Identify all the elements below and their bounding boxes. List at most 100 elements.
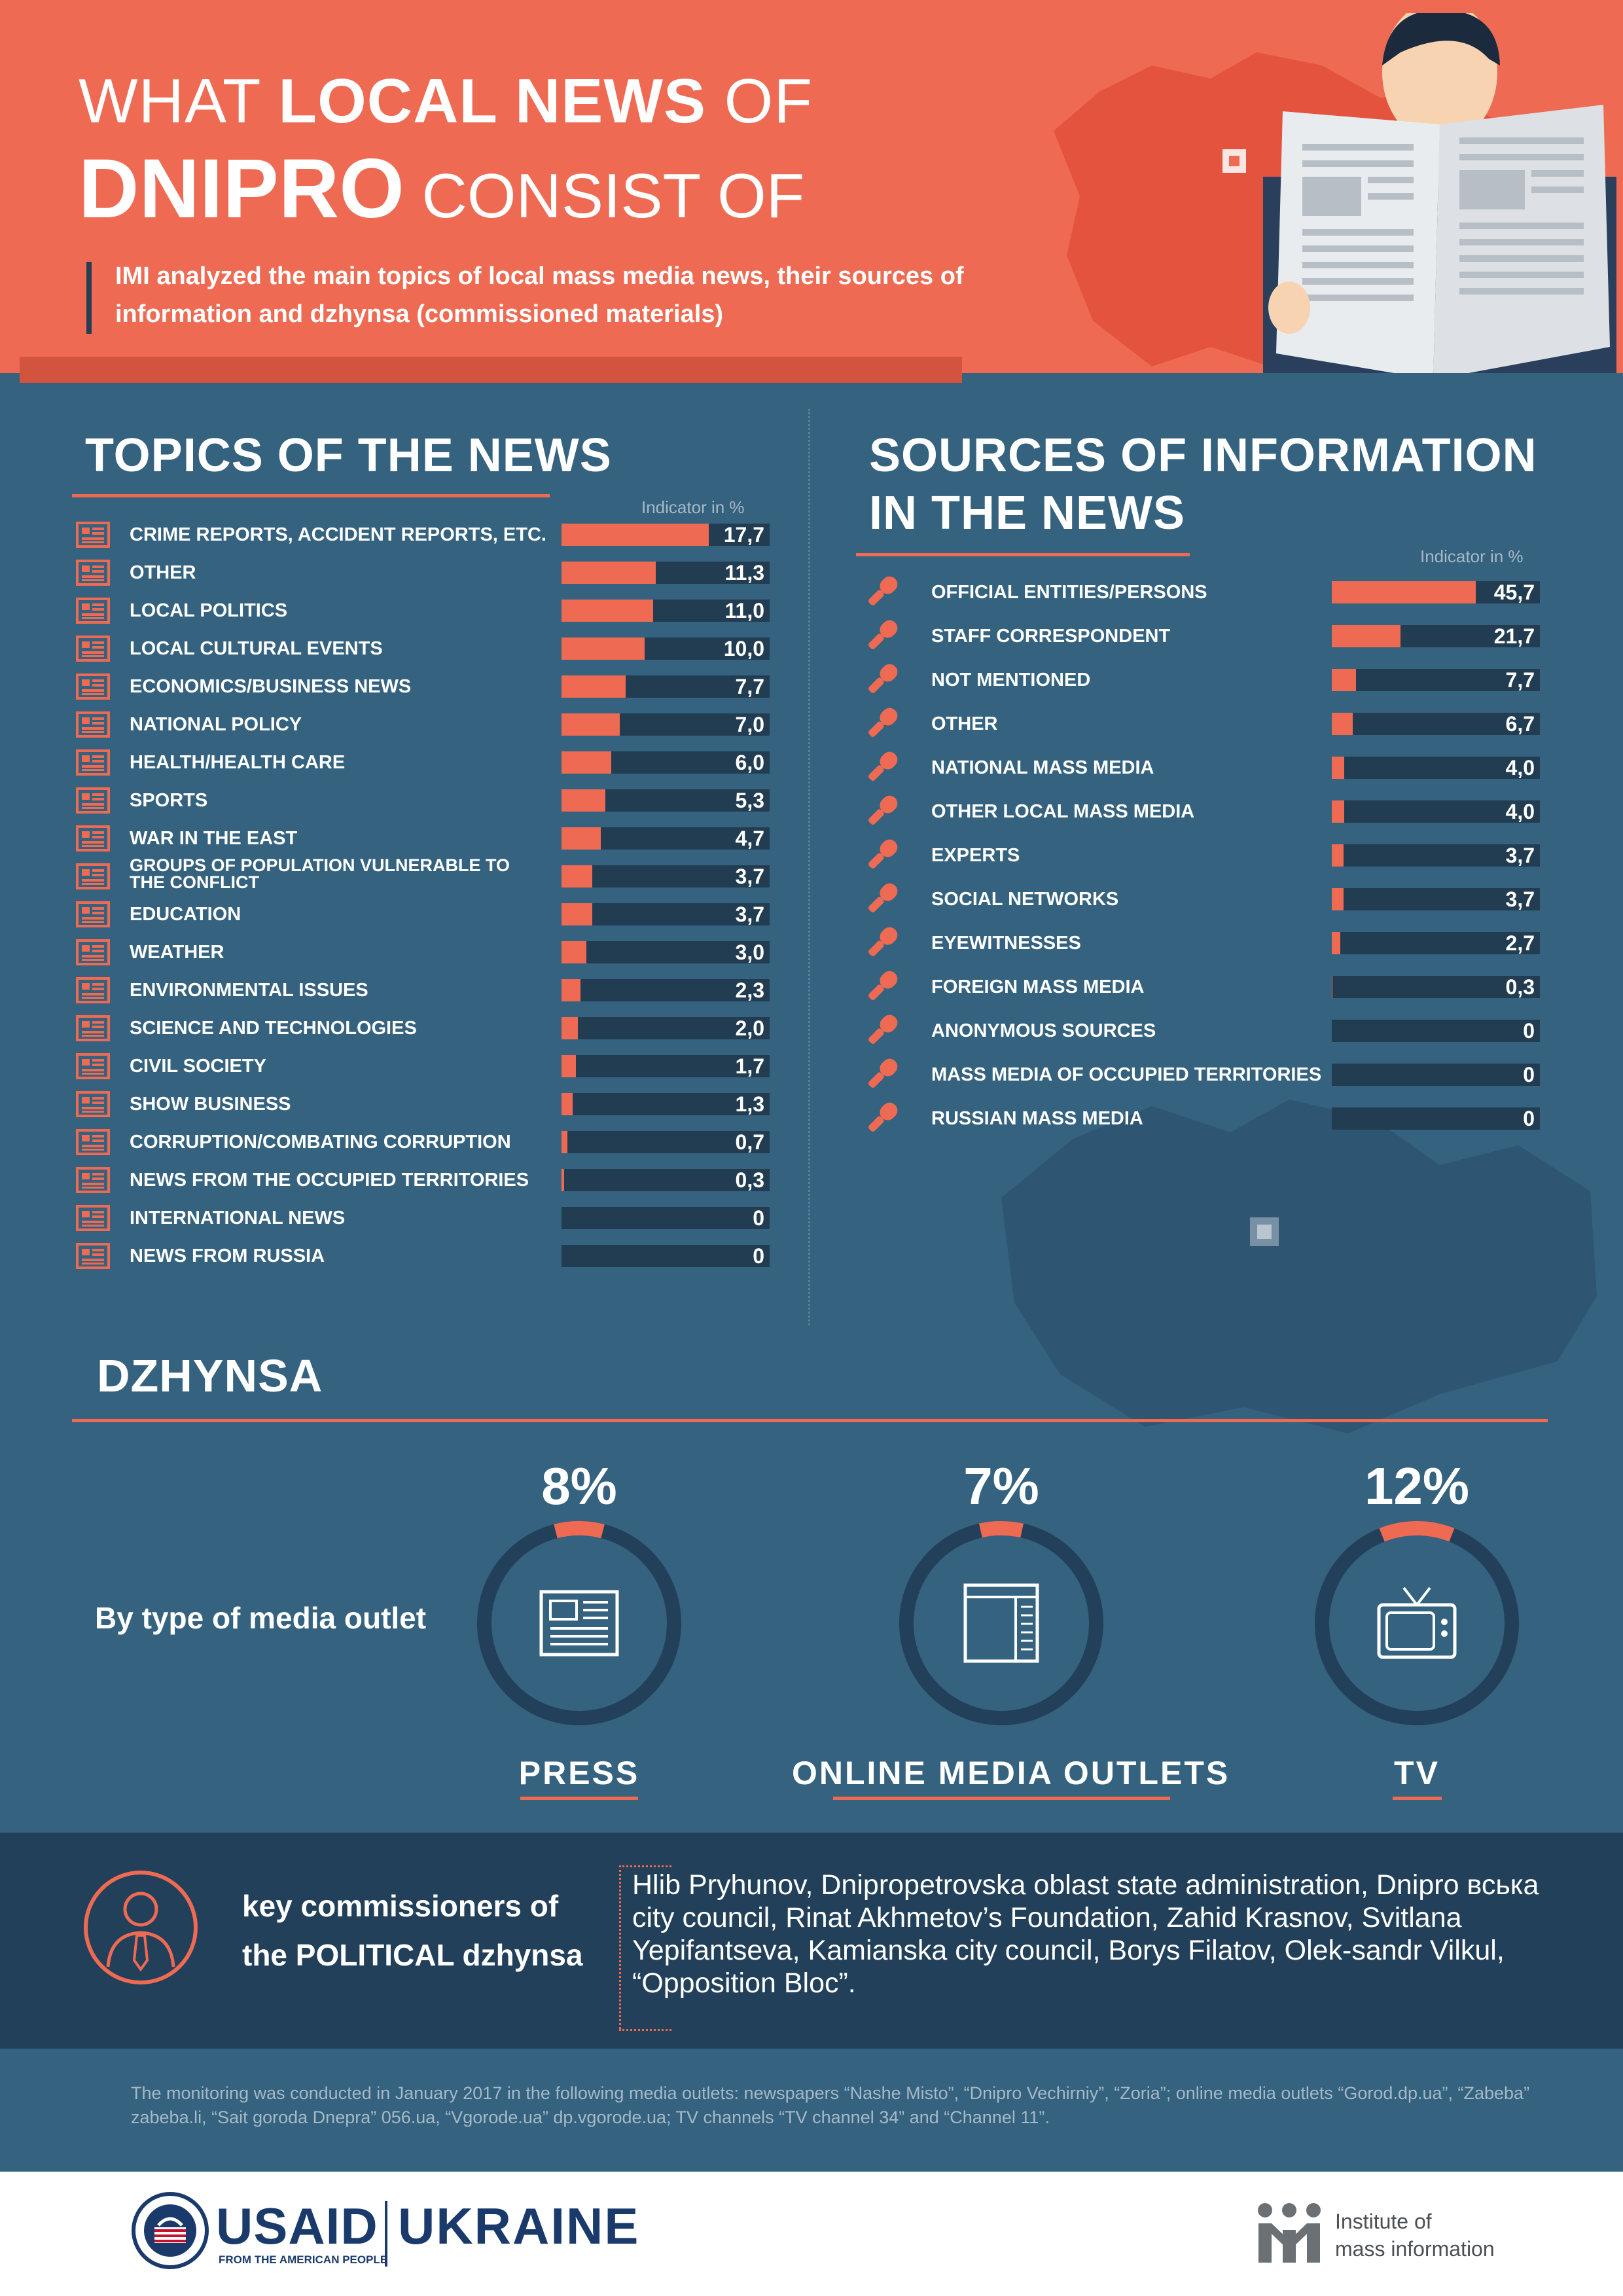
topic-value-label: 2,0 bbox=[735, 1016, 764, 1040]
dzhynsa-percent: 8% bbox=[541, 1457, 617, 1515]
imi-logo-icon bbox=[1258, 2203, 1321, 2263]
source-value-label: 0,3 bbox=[1505, 975, 1535, 999]
topic-value-label: 3,7 bbox=[735, 903, 764, 926]
topic-value-label: 2,3 bbox=[735, 978, 764, 1002]
sources-title-underline bbox=[856, 553, 1190, 556]
band-dotted-border bbox=[619, 1865, 621, 2029]
topic-bar: 1,3 bbox=[562, 1093, 770, 1115]
topic-bar: 5,3 bbox=[562, 789, 770, 812]
source-bar: 0,3 bbox=[1332, 976, 1540, 998]
topic-bar-fill bbox=[562, 675, 626, 698]
topic-label: International news bbox=[130, 1208, 346, 1229]
source-label: Mass media of occupied territories bbox=[931, 1064, 1322, 1085]
source-value-label: 7,7 bbox=[1505, 668, 1535, 692]
source-value-label: 45,7 bbox=[1493, 581, 1535, 604]
source-bar-fill bbox=[1332, 669, 1357, 691]
column-divider bbox=[808, 409, 810, 1325]
dzhynsa-ring bbox=[477, 1521, 681, 1725]
source-value-label: 4,0 bbox=[1505, 800, 1535, 823]
microphone-icon bbox=[863, 923, 902, 962]
source-bar-fill bbox=[1332, 888, 1344, 910]
title-line-1: WHAT LOCAL NEWS OF bbox=[79, 66, 813, 136]
subtitle-accent-bar bbox=[86, 262, 92, 334]
news-icon bbox=[76, 901, 110, 927]
topic-bar: 1,7 bbox=[562, 1055, 770, 1077]
commissioners-label-line-2: the POLITICAL dzhynsa bbox=[242, 1938, 583, 1972]
topic-bar: 11,0 bbox=[562, 600, 770, 622]
footer: USAID FROM THE AMERICAN PEOPLE UKRAINE I… bbox=[0, 2172, 1623, 2296]
usaid-tagline: FROM THE AMERICAN PEOPLE bbox=[219, 2253, 388, 2266]
dzhynsa-ring bbox=[1315, 1521, 1519, 1725]
microphone-icon bbox=[863, 1011, 902, 1050]
topic-label: Education bbox=[130, 904, 241, 925]
usaid-wordmark: USAID bbox=[216, 2197, 378, 2255]
topic-value-label: 17,7 bbox=[723, 523, 764, 547]
topic-bar: 10,0 bbox=[562, 637, 770, 660]
topic-bar: 2,3 bbox=[562, 979, 770, 1001]
topic-bar-fill bbox=[562, 524, 709, 546]
microphone-icon bbox=[863, 791, 902, 831]
topic-label: Sports bbox=[130, 790, 208, 811]
topic-bar-fill bbox=[562, 751, 612, 774]
source-label: Not mentioned bbox=[931, 670, 1091, 691]
topic-bar: 2,0 bbox=[562, 1017, 770, 1039]
topic-bar: 0 bbox=[562, 1207, 770, 1229]
news-icon bbox=[76, 787, 110, 814]
topic-bar-fill bbox=[562, 1093, 573, 1115]
dzhynsa-label-underline bbox=[520, 1797, 638, 1800]
topics-indicator-label: Indicator in % bbox=[641, 497, 745, 517]
topic-label: Local cultural events bbox=[130, 638, 383, 659]
usaid-seal-icon bbox=[132, 2192, 209, 2269]
topic-value-label: 3,7 bbox=[735, 865, 764, 888]
news-icon bbox=[76, 522, 110, 548]
topic-label: Environmental issues bbox=[130, 980, 368, 1001]
source-value-label: 3,7 bbox=[1505, 844, 1535, 867]
dzhynsa-percent: 7% bbox=[963, 1457, 1039, 1515]
source-label: Eyewitnesses bbox=[931, 933, 1081, 954]
source-bar: 4,0 bbox=[1332, 757, 1540, 779]
dzhynsa-underline bbox=[72, 1419, 1548, 1422]
source-value-label: 21,7 bbox=[1493, 624, 1535, 648]
source-bar-fill bbox=[1332, 625, 1400, 647]
topic-bar: 0,3 bbox=[562, 1169, 770, 1191]
microphone-icon bbox=[863, 1054, 902, 1094]
microphone-icon bbox=[863, 704, 902, 743]
microphone-icon bbox=[863, 747, 902, 787]
source-label: Experts bbox=[931, 845, 1020, 866]
header-divider-bar bbox=[20, 357, 962, 383]
source-value-label: 2,7 bbox=[1505, 931, 1535, 955]
news-icon bbox=[76, 977, 110, 1003]
topic-bar: 7,7 bbox=[562, 675, 770, 698]
source-bar: 3,7 bbox=[1332, 888, 1540, 910]
news-icon bbox=[76, 825, 110, 852]
topic-bar-fill bbox=[562, 1131, 567, 1153]
header: WHAT LOCAL NEWS OF DNIPRO CONSIST OF IMI… bbox=[0, 0, 1623, 373]
news-icon bbox=[76, 749, 110, 776]
topic-label: News from the occupied territories bbox=[130, 1170, 529, 1191]
ukraine-wordmark: UKRAINE bbox=[398, 2197, 640, 2255]
news-icon bbox=[76, 1091, 110, 1117]
topic-bar: 17,7 bbox=[562, 524, 770, 546]
source-label: Foreign mass media bbox=[931, 977, 1145, 997]
news-icon bbox=[76, 1205, 110, 1231]
microphone-icon bbox=[863, 616, 902, 655]
source-bar: 45,7 bbox=[1332, 581, 1540, 603]
dzhynsa-outlet-label: TV bbox=[1394, 1755, 1440, 1791]
topic-value-label: 6,0 bbox=[735, 751, 764, 774]
topic-bar: 6,0 bbox=[562, 751, 770, 774]
newspaper-icon bbox=[539, 1590, 619, 1657]
microphone-icon bbox=[863, 835, 902, 874]
news-icon bbox=[76, 1243, 110, 1269]
tv-icon bbox=[1377, 1587, 1457, 1659]
news-icon bbox=[76, 673, 110, 700]
news-icon bbox=[76, 1129, 110, 1155]
source-value-label: 4,0 bbox=[1505, 756, 1535, 780]
topic-bar: 0 bbox=[562, 1245, 770, 1267]
microphone-icon bbox=[863, 1098, 902, 1138]
man-reading-newspaper-illustration bbox=[1263, 13, 1616, 373]
topic-value-label: 4,7 bbox=[735, 827, 764, 850]
news-icon bbox=[76, 1053, 110, 1079]
source-label: Social networks bbox=[931, 889, 1119, 910]
topic-label: War in the East bbox=[130, 828, 298, 849]
topic-bar-fill bbox=[562, 789, 606, 812]
